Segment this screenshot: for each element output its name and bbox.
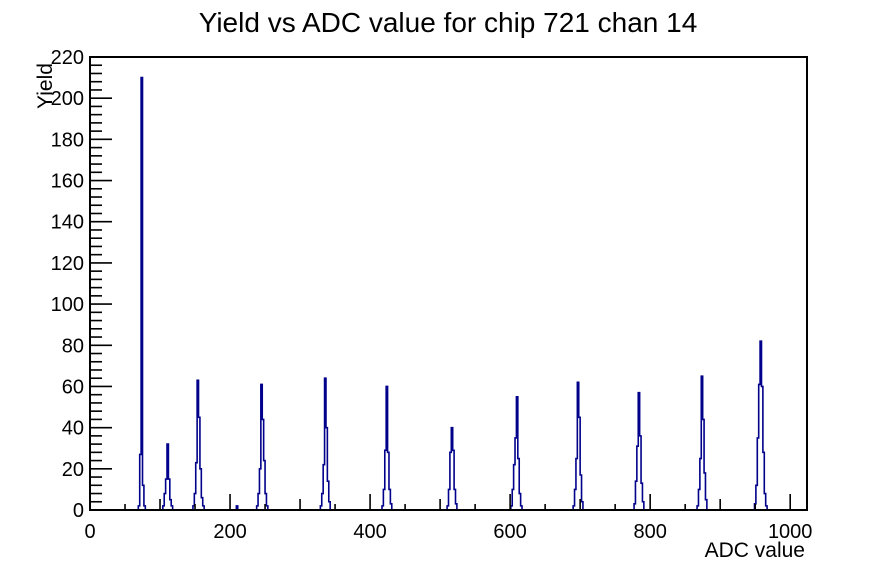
x-tick-label-0: 0 [84,521,95,543]
plot-frame [89,56,808,511]
x-axis-labels: 0 200 400 600 800 1000 [84,521,812,543]
histogram-peak-336 [319,377,331,510]
histogram-peak-154 [192,379,205,510]
y-tick-label-40: 40 [62,418,84,440]
y-tick-label-60: 60 [62,376,84,398]
y-axis-labels: 0 20 40 60 80 100 120 140 160 180 200 220 [51,47,84,522]
x-tick-label-400: 400 [353,521,386,543]
y-tick-label-220: 220 [51,47,84,69]
histogram-peak-784 [633,391,645,510]
y-axis-ticks [90,56,112,511]
chart-title: Yield vs ADC value for chip 721 chan 14 [198,7,698,38]
x-tick-label-800: 800 [633,521,666,543]
histogram-peak-111 [162,443,174,510]
y-tick-label-0: 0 [73,500,84,522]
y-tick-label-180: 180 [51,129,84,151]
histogram-peak-958 [753,340,768,510]
histogram-peak-210 [235,505,239,510]
y-tick-label-160: 160 [51,171,84,193]
x-tick-label-1000: 1000 [768,521,813,543]
histogram-peak-874 [696,375,708,510]
histogram-peak-697 [572,381,584,510]
histogram-peak-245 [255,383,269,510]
y-tick-label-200: 200 [51,88,84,110]
x-axis-ticks [89,494,792,510]
x-tick-label-600: 600 [493,521,526,543]
x-axis-title: ADC value [705,539,805,562]
y-tick-label-100: 100 [51,294,84,316]
y-tick-label-80: 80 [62,335,84,357]
y-tick-label-20: 20 [62,459,84,481]
y-axis-title: Yield [34,63,57,109]
y-tick-label-140: 140 [51,212,84,234]
y-tick-label-120: 120 [51,253,84,275]
histogram-peak-74 [137,76,147,510]
histogram-series [137,76,768,510]
x-tick-label-200: 200 [213,521,246,543]
histogram-peak-610 [510,395,523,510]
histogram-peak-517 [446,426,458,510]
histogram-peak-424 [381,385,393,510]
